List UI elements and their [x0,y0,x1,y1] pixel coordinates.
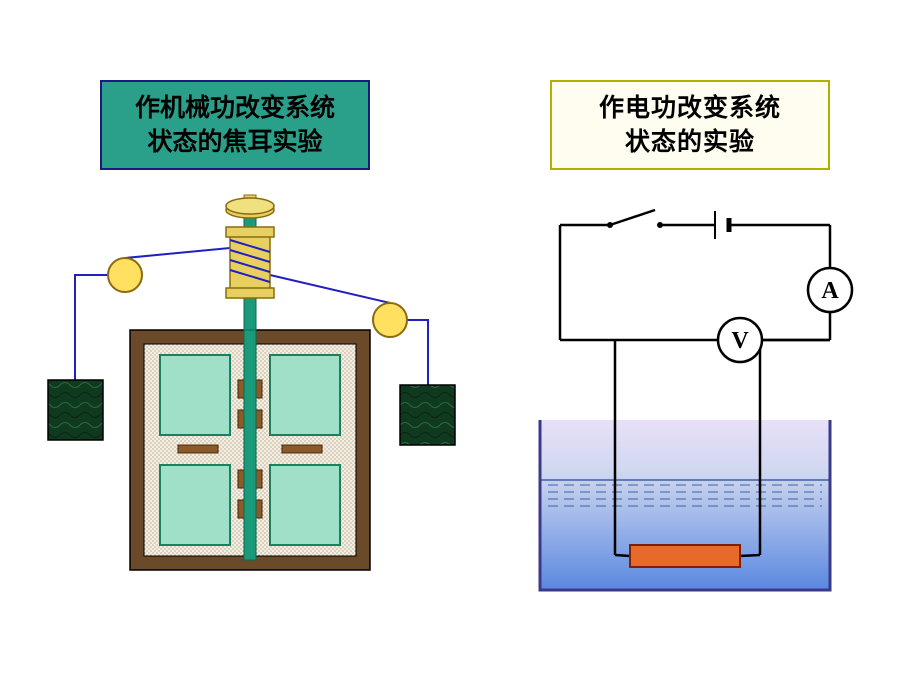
switch-icon [607,210,663,228]
resistor-icon [630,545,740,567]
svg-text:A: A [821,278,839,304]
electrical-work-panel: 作电功改变系统 状态的实验 A V [460,0,920,690]
winding-spool [226,195,274,330]
joule-apparatus-diagram [0,0,500,690]
ammeter-icon: A [808,268,852,312]
electrical-circuit-diagram: A V [460,0,920,690]
spindle [244,300,256,560]
svg-text:V: V [731,328,749,354]
voltmeter-icon: V [718,318,762,362]
battery-icon [715,211,729,239]
mechanical-work-panel: 作机械功改变系统 状态的焦耳实验 [0,0,460,690]
